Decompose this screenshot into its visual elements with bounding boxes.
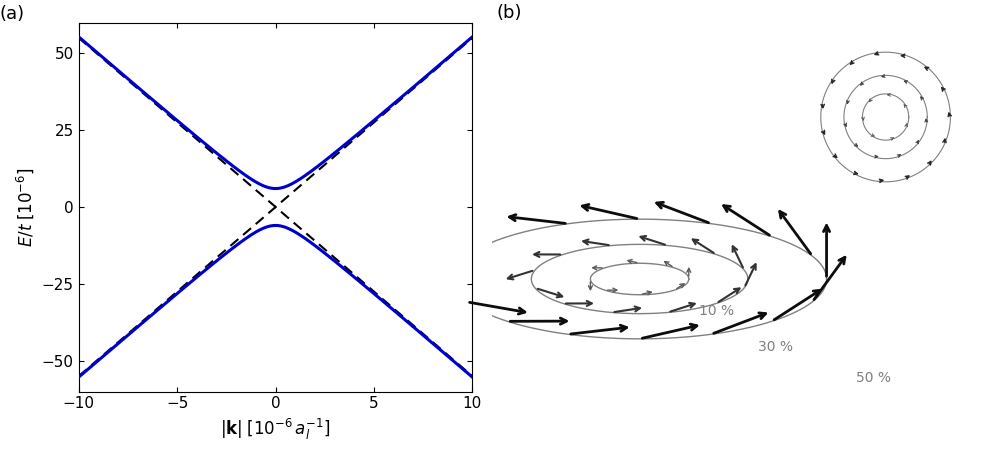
Text: (b): (b): [497, 4, 523, 22]
Text: 50 %: 50 %: [856, 372, 892, 386]
Text: 30 %: 30 %: [758, 340, 793, 354]
Text: 10 %: 10 %: [699, 304, 734, 318]
X-axis label: $|\mathbf{k}|\;[10^{-6}\,a_l^{-1}]$: $|\mathbf{k}|\;[10^{-6}\,a_l^{-1}]$: [220, 417, 331, 442]
Y-axis label: $E/t\;[10^{-6}]$: $E/t\;[10^{-6}]$: [15, 167, 36, 247]
Text: (a): (a): [0, 5, 26, 23]
